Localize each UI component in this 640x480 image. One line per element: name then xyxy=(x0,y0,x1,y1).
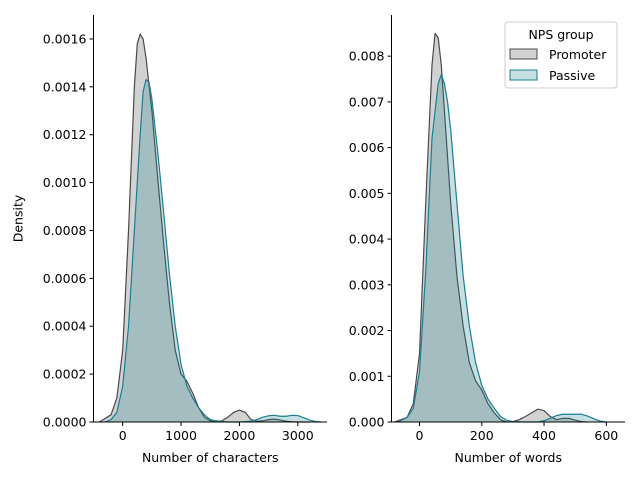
density-area-promoter xyxy=(99,34,310,423)
y-tick-label: 0.0010 xyxy=(43,175,87,190)
y-tick-label: 0.005 xyxy=(349,186,385,201)
y-tick-label: 0.004 xyxy=(349,232,385,247)
y-axis-label: Density xyxy=(11,194,26,242)
density-area-passive xyxy=(105,79,322,422)
y-tick-label: 0.0002 xyxy=(43,367,87,382)
y-tick-label: 0.007 xyxy=(349,94,385,109)
x-tick-label: 200 xyxy=(470,428,494,443)
y-tick-label: 0.006 xyxy=(349,140,385,155)
legend: NPS group Promoter Passive xyxy=(504,21,618,89)
y-tick-label: 0.000 xyxy=(349,415,385,430)
y-tick-label: 0.003 xyxy=(349,277,385,292)
density-area-promoter xyxy=(394,33,588,422)
x-tick-label: 0 xyxy=(119,428,127,443)
legend-entry-label: Passive xyxy=(549,68,596,83)
y-tick-label: 0.0006 xyxy=(43,271,87,286)
x-tick-label: 0 xyxy=(416,428,424,443)
x-tick-label: 2000 xyxy=(224,428,256,443)
legend-swatch-promoter xyxy=(509,48,538,60)
x-tick-label: 400 xyxy=(532,428,556,443)
chart-panel-characters: 0 1000 2000 3000 0.0000 0.0002 0.0004 0.0006 0.0… xyxy=(11,15,327,465)
y-tick-label: 0.0000 xyxy=(43,415,87,430)
density-area-passive xyxy=(397,74,607,422)
x-tick-label: 3000 xyxy=(282,428,314,443)
x-tick-label: 1000 xyxy=(165,428,197,443)
legend-frame xyxy=(504,21,618,89)
y-tick-label: 0.0008 xyxy=(43,223,87,238)
x-axis-label: Number of characters xyxy=(142,450,279,465)
y-tick-label: 0.002 xyxy=(349,323,385,338)
density-line-passive xyxy=(104,79,322,423)
density-line-promoter xyxy=(394,32,588,423)
chart-panel-words: 0 200 400 600 0.000 0.001 0.002 0.003 0.004 0.005… xyxy=(349,15,625,465)
legend-swatch-passive xyxy=(509,69,538,81)
y-tick-label: 0.008 xyxy=(349,49,385,64)
x-axis-label: Number of words xyxy=(455,450,562,465)
y-tick-label: 0.0016 xyxy=(43,31,87,46)
y-tick-label: 0.001 xyxy=(349,369,385,384)
x-tick-label: 600 xyxy=(594,428,618,443)
density-line-promoter xyxy=(99,33,310,423)
legend-entry-label: Promoter xyxy=(549,47,607,62)
legend-title: NPS group xyxy=(528,27,593,42)
y-tick-label: 0.0004 xyxy=(43,319,87,334)
y-tick-label: 0.0012 xyxy=(43,127,87,142)
y-tick-label: 0.0014 xyxy=(43,79,87,94)
density-line-passive xyxy=(397,73,607,423)
